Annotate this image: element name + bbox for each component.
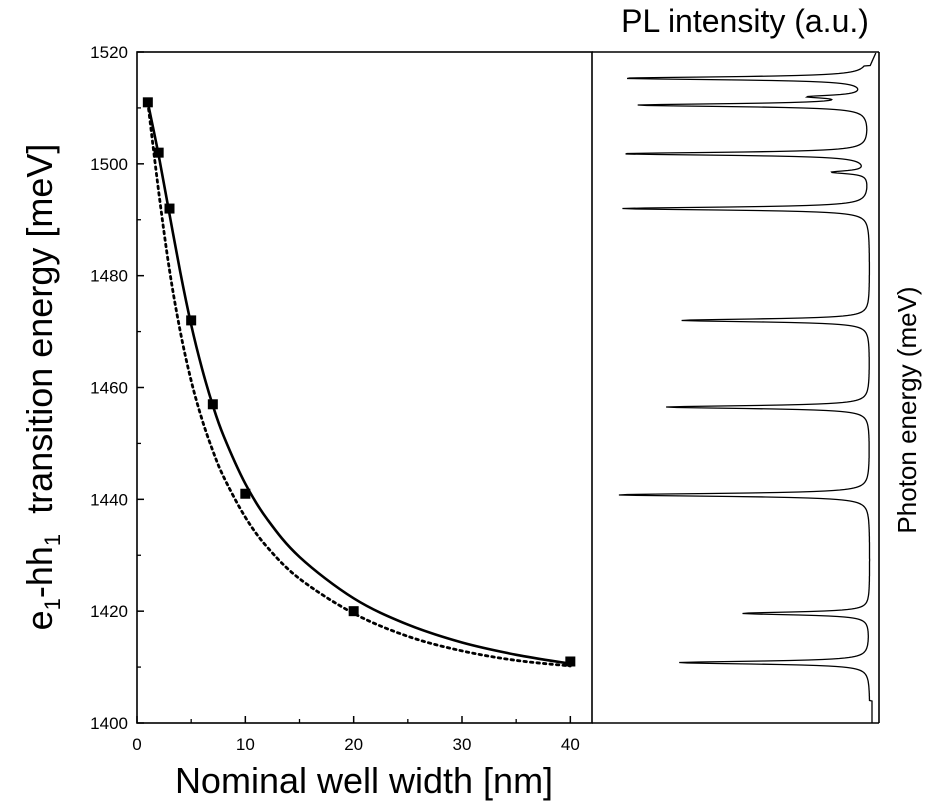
y-axis-title-rest: transition energy [meV] — [19, 144, 60, 534]
x-tick-label: 30 — [453, 735, 472, 754]
data-marker — [153, 147, 164, 158]
dotted-fit-curve — [146, 100, 572, 668]
data-markers-layer — [142, 97, 576, 667]
solid-fit-curve — [146, 102, 571, 665]
pl-intensity-title: PL intensity (a.u.) — [621, 3, 869, 39]
photon-energy-axis-title: Photon energy (meV) — [892, 286, 922, 533]
y-tick-label: 1500 — [90, 155, 128, 174]
pl-spectrum-curve — [618, 52, 877, 723]
data-marker — [348, 606, 359, 617]
y-axis-title-sub2: 1 — [40, 534, 65, 546]
y-axis-title: e1-hh1 transition energy [meV] — [19, 144, 65, 631]
data-marker — [186, 315, 197, 326]
dotted-fit-curve-layer — [146, 100, 572, 668]
y-axis-title-hh: -hh — [19, 546, 60, 598]
data-marker — [565, 656, 576, 667]
y-tick-label: 1480 — [90, 267, 128, 286]
x-tick-label: 40 — [561, 735, 580, 754]
y-tick-label: 1420 — [90, 602, 128, 621]
x-tick-label: 20 — [344, 735, 363, 754]
data-marker — [164, 203, 175, 214]
transition-energy-plot: 0 10 20 30 40 1400 1420 1440 1460 1480 1500 1520 N… — [19, 43, 593, 801]
y-tick-label: 1460 — [90, 379, 128, 398]
data-marker — [207, 399, 218, 410]
y-axis-ticks: 1400 1420 1440 1460 1480 1500 1520 — [90, 43, 144, 733]
x-tick-label: 0 — [132, 735, 141, 754]
x-axis-ticks: 0 10 20 30 40 — [132, 716, 580, 754]
y-tick-label: 1440 — [90, 490, 128, 509]
x-axis-title: Nominal well width [nm] — [175, 760, 553, 801]
y-axis-title-sub1: 1 — [40, 598, 65, 610]
data-marker — [142, 97, 153, 108]
pl-spectrum-plot: PL intensity (a.u.) Photon energy (meV) — [592, 3, 922, 724]
solid-fit-curve-layer — [146, 102, 571, 665]
data-marker — [240, 488, 251, 499]
x-tick-label: 10 — [236, 735, 255, 754]
y-tick-label: 1520 — [90, 43, 128, 62]
y-axis-title-e: e — [19, 610, 60, 630]
y-tick-label: 1400 — [90, 714, 128, 733]
